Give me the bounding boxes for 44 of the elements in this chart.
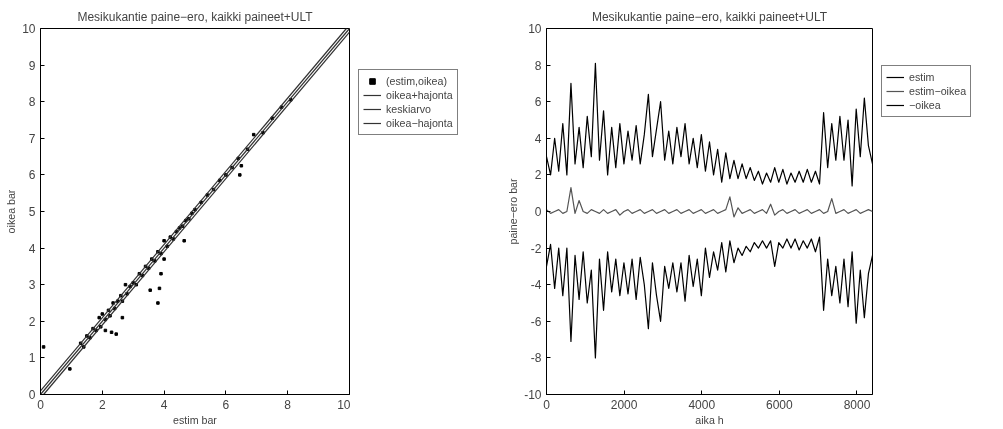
y-tick-label: 2 [534,168,542,183]
y-tick-label: -8 [530,351,542,366]
y-tick-label: 8 [534,58,542,73]
y-tick-label: 4 [534,131,542,146]
y-tick-label: 6 [28,168,36,183]
legend-label: (estim,oikea) [386,74,447,88]
x-tick-label: 2 [98,397,106,412]
y-tick-label: 10 [22,22,36,36]
y-tick-label: -4 [530,278,542,293]
x-axis-title: aika h [695,413,724,426]
chart-title: Mesikukantie paine−ero, kaikki paineet+ULT [77,9,314,24]
y-axis-title: paine−ero bar [507,178,520,245]
legend-label: oikea+hajonta [386,88,453,102]
y-tick-label: 6 [534,95,542,110]
y-tick-label: 5 [28,205,36,219]
legend-label: oikea−hajonta [386,116,453,130]
x-axis-title: estim bar [173,413,218,426]
y-axis-title: oikea bar [5,189,18,234]
y-tick-label: -6 [530,314,542,329]
x-tick-label: 10 [337,397,351,412]
chart-title: Mesikukantie paine−ero, kaikki paineet+ULT [591,9,828,24]
y-tick-label: -10 [524,388,542,402]
legend-label: keskiarvo [386,102,432,116]
x-tick-label: 2000 [610,397,638,412]
y-tick-label: 4 [28,241,36,256]
x-tick-label: 6 [222,397,230,412]
x-tick-label: 4000 [688,397,716,412]
legend-label: estim [909,70,935,84]
x-tick-label: 8000 [843,397,871,412]
y-tick-label: 9 [28,58,36,73]
y-tick-label: 8 [28,95,36,110]
y-tick-label: 1 [28,351,36,366]
y-tick-label: 0 [534,205,542,219]
y-tick-label: 0 [28,388,36,402]
y-tick-label: 10 [528,22,542,36]
x-tick-label: 4 [160,397,168,412]
y-tick-label: -2 [530,241,542,256]
y-tick-label: 2 [28,314,36,329]
y-tick-label: 7 [28,131,36,146]
y-tick-label: 3 [28,278,36,293]
legend-label: −oikea [909,98,941,112]
x-tick-label: 6000 [766,397,794,412]
legend-label: estim−oikea [909,84,967,98]
x-tick-label: 8 [284,397,292,412]
